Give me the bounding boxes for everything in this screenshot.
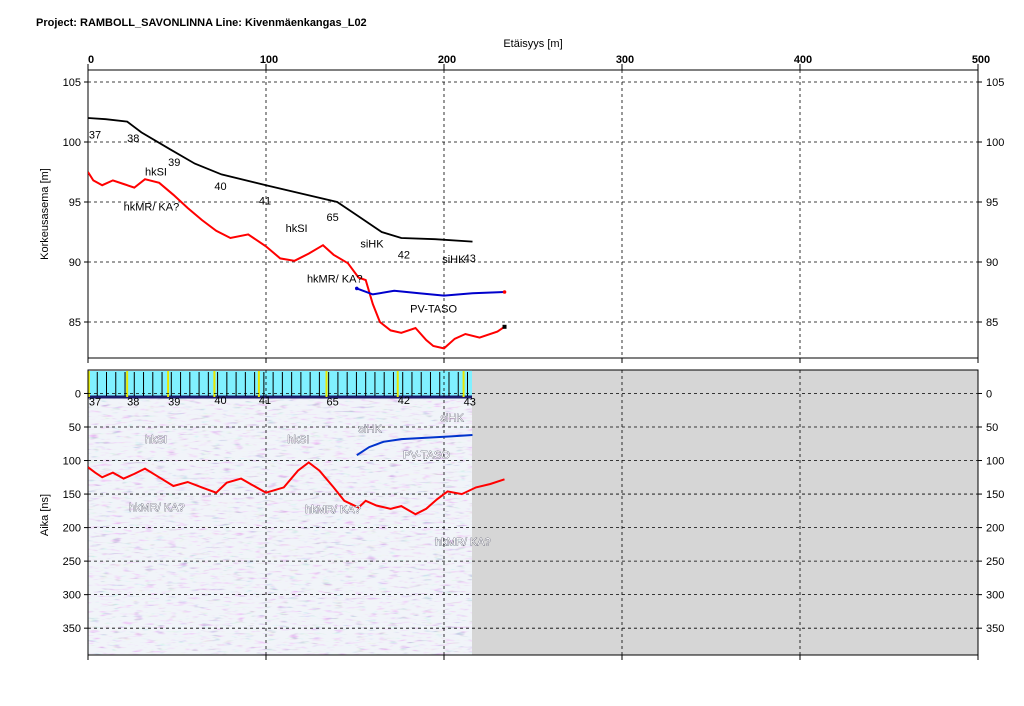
y-tick-label-right: 100 bbox=[986, 137, 1004, 149]
x-tick-label: 400 bbox=[794, 54, 812, 66]
annotation-label: hkSI bbox=[145, 167, 167, 179]
x-tick-label: 300 bbox=[616, 54, 634, 66]
x-axis-title: Etäisyys [m] bbox=[503, 38, 562, 50]
point-label: 40 bbox=[214, 395, 226, 407]
point-label: 42 bbox=[398, 249, 410, 261]
annotation-label: hkMR/ KA? bbox=[124, 201, 180, 213]
y-tick-label: 0 bbox=[75, 388, 81, 400]
elevation-series-line bbox=[88, 117, 473, 243]
annotation-label: hkMR/ KA? bbox=[435, 537, 491, 549]
project-title: Project: RAMBOLL_SAVONLINNA Line: Kivenm… bbox=[36, 17, 367, 29]
annotation-label: siHK bbox=[359, 423, 383, 435]
elevation-panel-frame bbox=[87, 69, 979, 359]
y-tick-label: 95 bbox=[69, 197, 81, 209]
point-label: 41 bbox=[259, 395, 271, 407]
annotation-label: siHK bbox=[442, 254, 466, 266]
y-tick-label-right: 200 bbox=[986, 523, 1004, 535]
y-tick-label: 50 bbox=[69, 422, 81, 434]
y-tick-label-right: 105 bbox=[986, 77, 1004, 89]
point-label: 39 bbox=[168, 157, 180, 169]
series-endpoint bbox=[502, 324, 507, 329]
radargram-trace-marks bbox=[87, 371, 468, 397]
annotation-label: siHK bbox=[440, 413, 464, 425]
y-tick-label: 150 bbox=[63, 489, 81, 501]
annotation-label: hkSI bbox=[286, 223, 308, 235]
x-tick-label: 500 bbox=[972, 54, 990, 66]
y-tick-label: 100 bbox=[63, 137, 81, 149]
point-label: 65 bbox=[327, 212, 339, 224]
annotation-label: hkMR/ KA? bbox=[305, 504, 361, 516]
radargram-texture bbox=[88, 370, 472, 655]
point-label: 37 bbox=[89, 129, 101, 141]
annotation-label: PV-TASO bbox=[410, 303, 457, 315]
annotation-label: hkSI bbox=[287, 434, 309, 446]
radargram-layer: 0 0 50 50 100 100 150 150 200 200 250 250 300 300 350 3… bbox=[63, 370, 1004, 655]
y-tick-label-right: 300 bbox=[986, 590, 1004, 602]
y-tick-label: 100 bbox=[63, 456, 81, 468]
series-endpoint bbox=[502, 290, 507, 294]
y-tick-label: 250 bbox=[63, 556, 81, 568]
point-label: 43 bbox=[464, 253, 476, 265]
point-label: 42 bbox=[398, 395, 410, 407]
elevation-layer: 105 105 100 100 95 95 90 90 85 85 37 38 39 40 41 65 42 43… bbox=[63, 70, 1004, 358]
y-tick-label-right: 85 bbox=[986, 317, 998, 329]
annotation-label: hkMR/ KA? bbox=[307, 273, 363, 285]
y-tick-label-right: 250 bbox=[986, 556, 1004, 568]
point-label: 39 bbox=[168, 397, 180, 409]
y-tick-label: 300 bbox=[63, 590, 81, 602]
y-tick-label: 85 bbox=[69, 317, 81, 329]
radargram-series-line bbox=[88, 461, 505, 516]
y-tick-label: 105 bbox=[63, 77, 81, 89]
point-label: 38 bbox=[127, 397, 139, 409]
annotation-label: hkMR/ KA? bbox=[129, 502, 185, 514]
radargram-series-line bbox=[356, 434, 473, 457]
annotation-label: hkSI bbox=[145, 434, 167, 446]
y-tick-label-right: 0 bbox=[986, 388, 992, 400]
point-label: 43 bbox=[464, 397, 476, 409]
x-tick-label: 100 bbox=[260, 54, 278, 66]
y-tick-label: 200 bbox=[63, 523, 81, 535]
point-label: 41 bbox=[259, 195, 271, 207]
y-axis-title-elevation: Korkeusasema [m] bbox=[39, 168, 51, 260]
series-endpoint bbox=[354, 286, 359, 291]
y-tick-label-right: 350 bbox=[986, 623, 1004, 635]
point-label: 37 bbox=[89, 397, 101, 409]
elevation-series-line bbox=[88, 171, 506, 350]
annotation-label: siHK bbox=[360, 239, 384, 251]
radargram-direct-wave-band bbox=[88, 371, 472, 397]
y-tick-label: 90 bbox=[69, 257, 81, 269]
x-tick-label: 0 bbox=[88, 54, 94, 66]
radargram-panel-frame bbox=[87, 369, 979, 656]
point-label: 65 bbox=[327, 397, 339, 409]
y-tick-label: 350 bbox=[63, 623, 81, 635]
y-tick-label-right: 90 bbox=[986, 257, 998, 269]
point-label: 40 bbox=[214, 181, 226, 193]
y-tick-label-right: 50 bbox=[986, 422, 998, 434]
x-tick-label: 200 bbox=[438, 54, 456, 66]
y-tick-label-right: 100 bbox=[986, 456, 1004, 468]
y-tick-label-right: 95 bbox=[986, 197, 998, 209]
point-label: 38 bbox=[127, 133, 139, 145]
y-axis-title-time: Aika [ns] bbox=[39, 494, 51, 536]
annotation-label: PV-TASO bbox=[403, 450, 450, 462]
elevation-series-line bbox=[356, 287, 505, 297]
y-tick-label-right: 150 bbox=[986, 489, 1004, 501]
